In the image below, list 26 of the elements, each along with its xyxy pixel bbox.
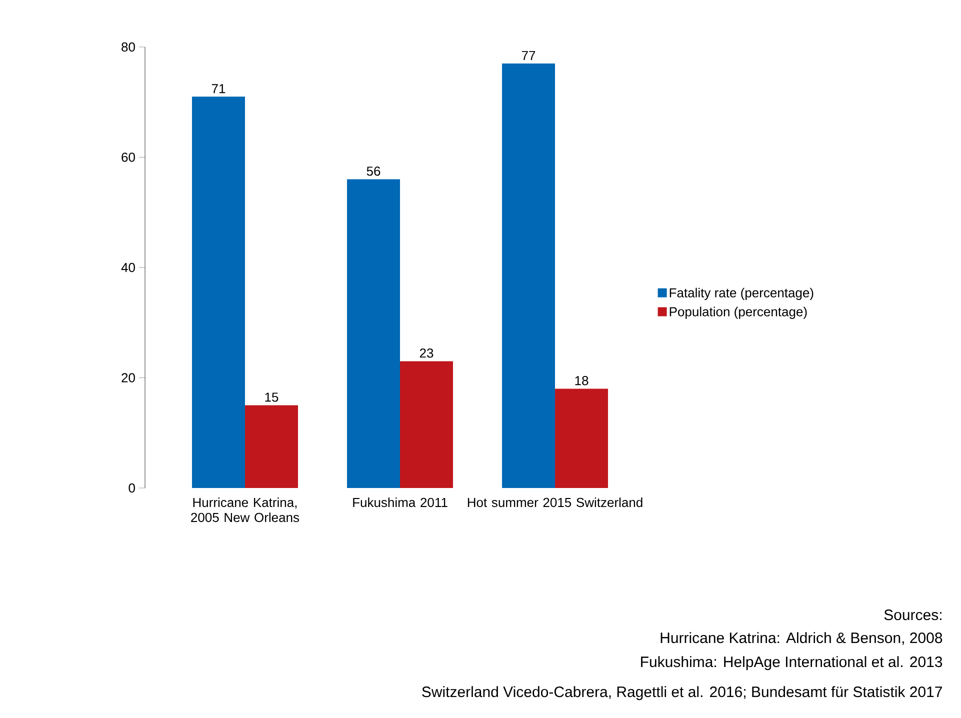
- bar: [192, 96, 245, 488]
- bar: [400, 361, 454, 488]
- text: Switzerland Vicedo-Cabrera, Ragettli et al. 2016; Bundesamt für Statistik 2017: [422, 686, 942, 700]
- text: Fukushima: HelpAge International et al. 2013: [641, 656, 942, 670]
- data-label: 23: [420, 348, 434, 358]
- bar: [347, 179, 400, 488]
- text: Hurricane Katrina: Aldrich & Benson, 2008: [660, 632, 942, 645]
- y-tick-label: 20: [122, 373, 135, 382]
- y-tick-label: 0: [128, 483, 135, 493]
- legend-label: Population (percentage): [670, 306, 807, 319]
- x-tick-label: Fukushima 2011: [353, 498, 448, 508]
- y-tick-label: 40: [121, 262, 135, 272]
- x-tick-label: Hot summer 2015 Switzerland: [468, 498, 642, 508]
- data-label: 71: [212, 84, 226, 94]
- bar: [555, 388, 608, 488]
- x-tick-label: Hurricane Katrina, 2005 New Orleans: [191, 498, 300, 522]
- data-label: 18: [575, 376, 588, 386]
- legend-label: Fatality rate (percentage): [670, 288, 814, 300]
- bar: [502, 64, 556, 488]
- source-note: Sources:: [884, 610, 942, 620]
- data-label: 56: [366, 166, 380, 176]
- data-label: 77: [522, 51, 536, 60]
- y-tick-label: 60: [122, 152, 135, 162]
- data-label: 15: [265, 392, 278, 402]
- bar: [244, 405, 298, 488]
- y-tick-label: 80: [122, 42, 135, 52]
